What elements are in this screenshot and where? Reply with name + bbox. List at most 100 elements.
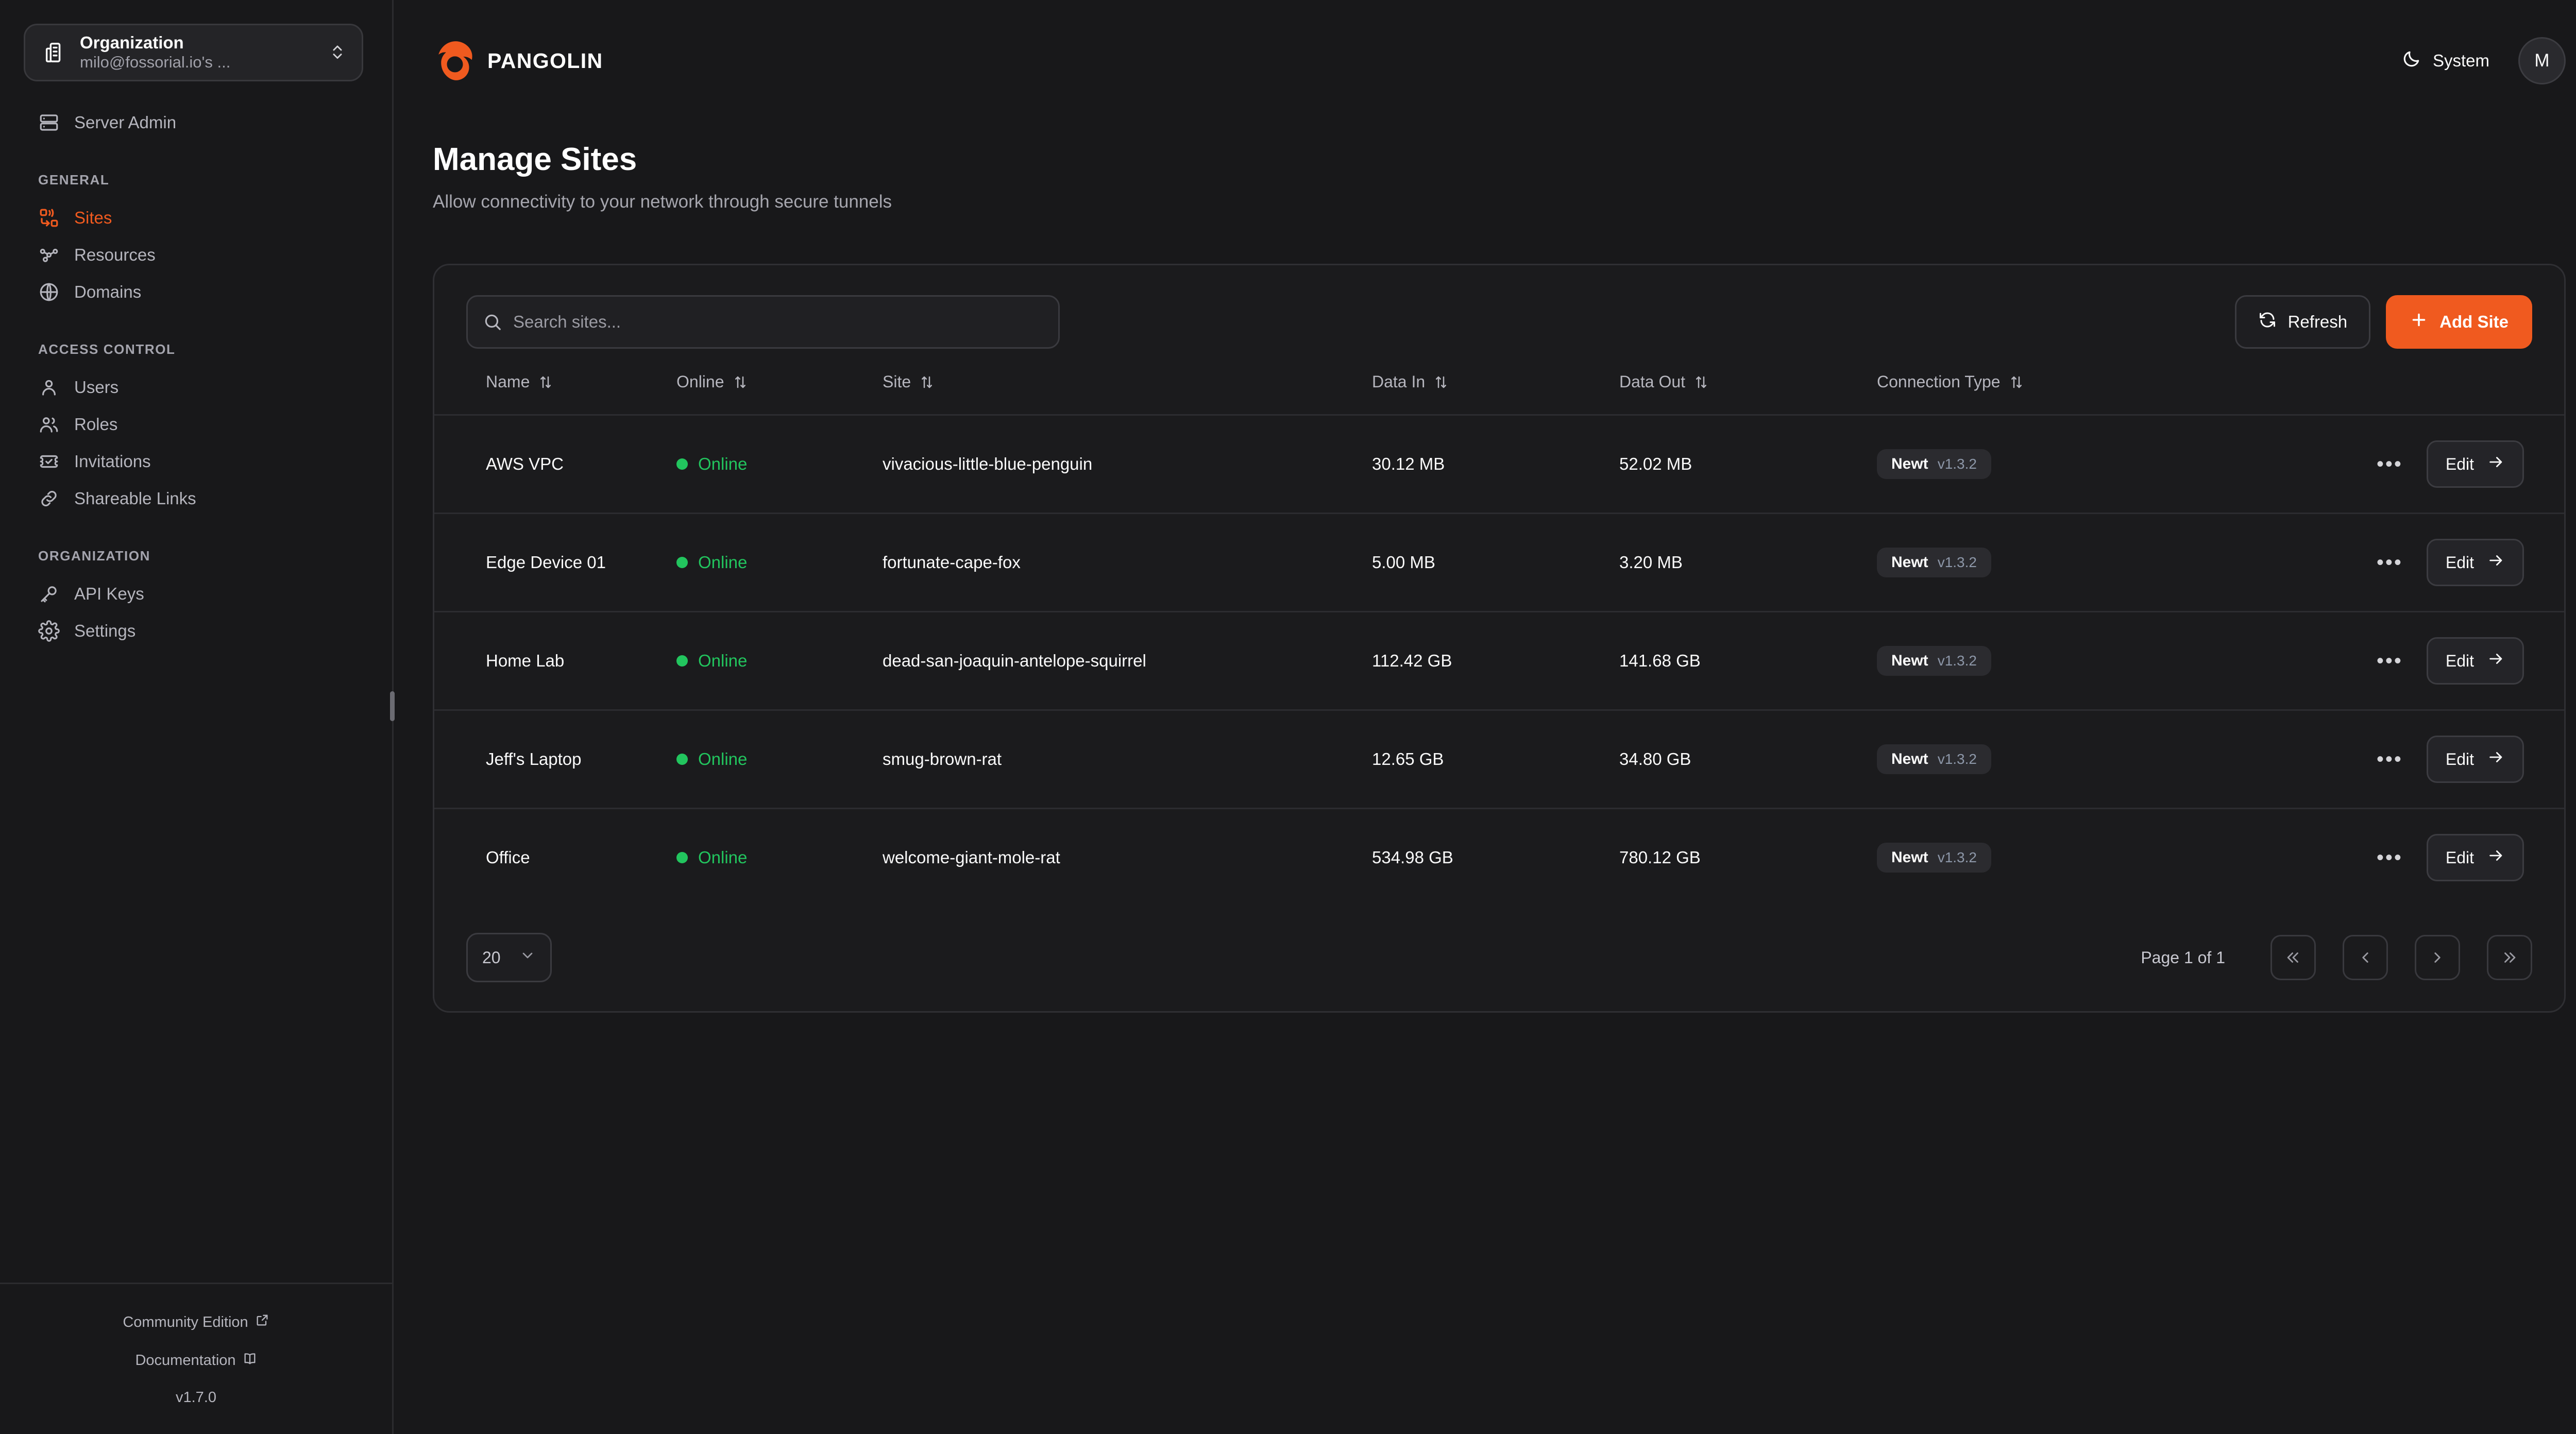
- community-edition-link[interactable]: Community Edition: [0, 1313, 392, 1331]
- table-row[interactable]: AWS VPC Online vivacious-little-blue-pen…: [434, 414, 2564, 514]
- sidebar-item-api-keys[interactable]: API Keys: [0, 575, 392, 612]
- cell-actions: ••• Edit: [2238, 414, 2564, 514]
- sidebar-item-label: Resources: [74, 245, 156, 264]
- column-label: Online: [676, 372, 724, 391]
- badge-version: v1.3.2: [1937, 554, 1977, 571]
- cell-data-in: 5.00 MB: [1372, 513, 1619, 612]
- next-page-button[interactable]: [2415, 935, 2460, 981]
- documentation-label: Documentation: [135, 1352, 236, 1369]
- cell-data-in: 534.98 GB: [1372, 808, 1619, 907]
- table-row[interactable]: Edge Device 01 Online fortunate-cape-fox…: [434, 513, 2564, 612]
- column-header-connection-type[interactable]: Connection Type: [1877, 372, 2238, 415]
- server-icon: [38, 112, 60, 133]
- add-site-button[interactable]: Add Site: [2386, 295, 2532, 349]
- cell-actions: ••• Edit: [2238, 513, 2564, 612]
- sidebar-item-users[interactable]: Users: [0, 369, 392, 406]
- org-switcher[interactable]: Organization milo@fossorial.io's ...: [24, 24, 363, 81]
- edit-label: Edit: [2445, 454, 2474, 473]
- sidebar-item-sites[interactable]: Sites: [0, 199, 392, 236]
- search-input[interactable]: [466, 295, 1060, 349]
- theme-toggle[interactable]: System: [2402, 49, 2489, 73]
- documentation-link[interactable]: Documentation: [0, 1351, 392, 1370]
- badge-name: Newt: [1891, 849, 1928, 866]
- status-dot-icon: [676, 852, 688, 864]
- row-more-button[interactable]: •••: [2376, 748, 2403, 771]
- status-badge: Online: [698, 749, 748, 769]
- external-link-icon: [255, 1313, 269, 1331]
- ticket-check-icon: [38, 451, 60, 472]
- cell-site: vivacious-little-blue-penguin: [883, 414, 1372, 514]
- edit-button[interactable]: Edit: [2426, 736, 2524, 783]
- sites-table: Name Online: [434, 372, 2564, 907]
- sort-icon: [2009, 374, 2024, 390]
- sidebar-item-label: Invitations: [74, 452, 151, 471]
- card-footer: 20 Page 1 of 1: [434, 906, 2564, 1011]
- sidebar-item-label: API Keys: [74, 584, 144, 603]
- sort-icon: [919, 374, 935, 390]
- last-page-button[interactable]: [2487, 935, 2532, 981]
- status-dot-icon: [676, 754, 688, 765]
- edit-button[interactable]: Edit: [2426, 440, 2524, 488]
- status-badge: Online: [698, 651, 748, 671]
- users-icon: [38, 414, 60, 435]
- column-header-data-out[interactable]: Data Out: [1619, 372, 1877, 415]
- gear-icon: [38, 620, 60, 642]
- main-content: PANGOLIN System M Manage Sites Allow con…: [394, 0, 2576, 1434]
- cell-connection-type: Newt v1.3.2: [1877, 709, 2238, 809]
- badge-name: Newt: [1891, 554, 1928, 571]
- avatar[interactable]: M: [2518, 37, 2566, 84]
- table-row[interactable]: Jeff's Laptop Online smug-brown-rat 12.6…: [434, 709, 2564, 809]
- cell-data-out: 52.02 MB: [1619, 414, 1877, 514]
- first-page-button[interactable]: [2270, 935, 2316, 981]
- column-header-site[interactable]: Site: [883, 372, 1372, 415]
- prev-page-button[interactable]: [2343, 935, 2388, 981]
- card-toolbar: Refresh Add Site: [434, 265, 2564, 372]
- sidebar-item-settings[interactable]: Settings: [0, 612, 392, 650]
- sidebar-item-server-admin[interactable]: Server Admin: [0, 104, 392, 141]
- page-size-select[interactable]: 20: [466, 933, 552, 983]
- connection-type-badge: Newt v1.3.2: [1877, 548, 1991, 578]
- edit-button[interactable]: Edit: [2426, 834, 2524, 882]
- row-more-button[interactable]: •••: [2376, 650, 2403, 673]
- sidebar-item-invitations[interactable]: Invitations: [0, 443, 392, 480]
- cell-name: AWS VPC: [434, 414, 676, 514]
- sidebar-item-label: Sites: [74, 208, 112, 227]
- chevron-right-icon: [2434, 952, 2441, 963]
- sidebar-resize-handle[interactable]: [390, 691, 395, 721]
- cell-online: Online: [676, 808, 883, 907]
- status-dot-icon: [676, 557, 688, 569]
- status-badge: Online: [698, 454, 748, 474]
- column-label: Connection Type: [1877, 372, 2001, 391]
- refresh-button[interactable]: Refresh: [2234, 295, 2371, 349]
- badge-name: Newt: [1891, 652, 1928, 670]
- table-row[interactable]: Home Lab Online dead-san-joaquin-antelop…: [434, 611, 2564, 710]
- sidebar-item-label: Roles: [74, 415, 118, 434]
- row-more-button[interactable]: •••: [2376, 551, 2403, 574]
- column-header-name[interactable]: Name: [434, 372, 676, 415]
- badge-version: v1.3.2: [1937, 849, 1977, 866]
- community-edition-label: Community Edition: [123, 1313, 248, 1330]
- edit-button[interactable]: Edit: [2426, 637, 2524, 685]
- table-row[interactable]: Office Online welcome-giant-mole-rat 534…: [434, 808, 2564, 907]
- column-header-online[interactable]: Online: [676, 372, 883, 415]
- column-header-data-in[interactable]: Data In: [1372, 372, 1619, 415]
- sidebar-item-label: Shareable Links: [74, 489, 196, 508]
- org-subtitle: milo@fossorial.io's ...: [80, 53, 231, 72]
- connection-type-badge: Newt v1.3.2: [1877, 744, 1991, 775]
- sidebar-item-roles[interactable]: Roles: [0, 406, 392, 443]
- brand-logo-link[interactable]: PANGOLIN: [433, 39, 603, 83]
- cell-connection-type: Newt v1.3.2: [1877, 513, 2238, 612]
- sidebar-item-shareable-links[interactable]: Shareable Links: [0, 480, 392, 517]
- user-icon: [38, 377, 60, 398]
- cell-online: Online: [676, 414, 883, 514]
- sidebar-item-resources[interactable]: Resources: [0, 236, 392, 274]
- row-more-button[interactable]: •••: [2376, 846, 2403, 869]
- edit-button[interactable]: Edit: [2426, 539, 2524, 587]
- row-more-button[interactable]: •••: [2376, 453, 2403, 476]
- globe-icon: [38, 281, 60, 303]
- sidebar-item-domains[interactable]: Domains: [0, 274, 392, 311]
- cell-data-out: 34.80 GB: [1619, 709, 1877, 809]
- cell-connection-type: Newt v1.3.2: [1877, 808, 2238, 907]
- cell-name: Home Lab: [434, 611, 676, 710]
- sidebar-item-label: Users: [74, 378, 119, 397]
